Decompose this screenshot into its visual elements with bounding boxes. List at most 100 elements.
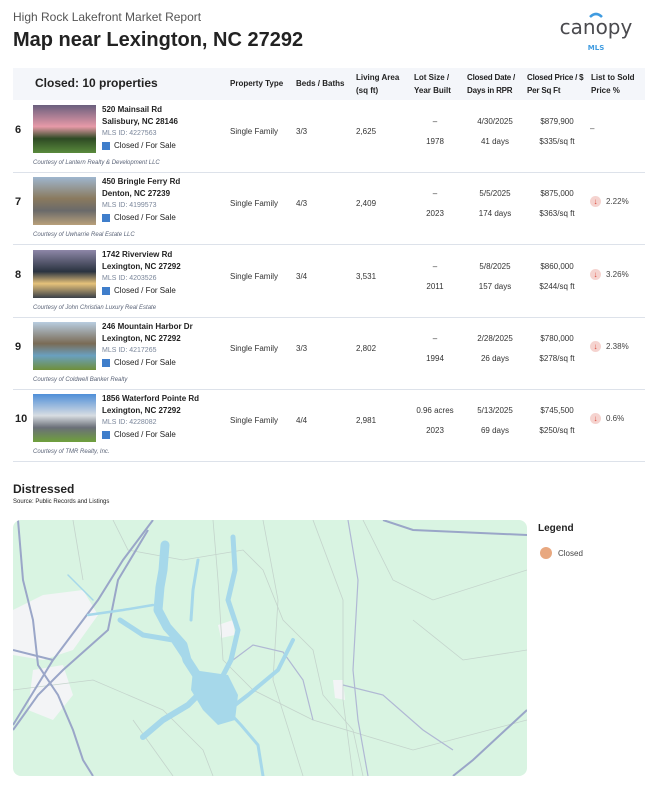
closed-price: $875,000 $363/sq ft [527,184,587,224]
table-row[interactable]: 7 450 Bringle Ferry Rd Denton, NC 27239 M… [13,172,645,246]
living-area: 2,409 [356,199,377,209]
date: 5/5/2025 [479,189,511,199]
table-title: Closed: 10 properties [35,76,158,90]
closed-price: $780,000 $278/sq ft [527,329,587,369]
property-type: Single Family [230,199,279,209]
closed-marker-icon [540,547,552,559]
year-built: 2011 [426,281,444,291]
table-row[interactable]: 6 520 Mainsail Rd Salisbury, NC 28146 MLS… [13,100,645,173]
days-in-rpr: 157 days [478,281,512,291]
year-built: 1978 [426,137,444,146]
down-arrow-icon: ↓ [590,196,601,208]
city: Salisbury, NC 28146 [102,117,178,126]
change-value: – [590,124,595,133]
canopy-mls-logo: canopy MLS [546,8,646,54]
legend-item-closed: Closed [540,547,583,559]
logo-sub: MLS [588,44,604,52]
lake-basin [191,670,238,725]
down-arrow-icon: ↓ [590,340,601,352]
year-built: 2023 [426,426,444,436]
table-header: Closed: 10 properties Property Type Beds… [13,68,645,100]
status-label: Closed / For Sale [114,357,176,367]
logo-text: canopy [560,15,633,39]
year-built: 2023 [426,209,444,219]
closed-date: 5/8/2025 157 days [465,257,525,297]
property-photo[interactable] [33,105,96,153]
status-badge: Closed / For Sale [102,213,176,223]
courtesy: Courtesy of John Christian Luxury Real E… [33,304,157,311]
down-arrow-icon: ↓ [590,268,601,280]
table-row[interactable]: 10 1856 Waterford Pointe Rd Lexington, NC… [13,389,645,463]
date: 5/8/2025 [479,261,511,271]
urban-areas [13,590,345,720]
closed-price: $860,000 $244/sq ft [527,257,587,297]
lot-size: – [432,189,438,199]
status-square-icon [102,142,110,150]
property-type: Single Family [230,271,279,281]
closed-date: 5/5/2025 174 days [465,184,525,224]
down-arrow-icon: ↓ [590,413,601,425]
closed-date: 2/28/2025 26 days [465,329,525,369]
status-badge: Closed / For Sale [102,286,176,296]
lot-year: – 2011 [408,257,462,297]
row-number: 8 [15,268,22,281]
beds-baths: 3/3 [296,343,308,353]
lot-year: 0.96 acres 2023 [408,401,462,441]
price-per-sqft: $244/sq ft [539,281,575,291]
courtesy: Courtesy of Lantern Realty & Development… [33,160,160,166]
property-address[interactable]: 1856 Waterford Pointe Rd Lexington, NC 27… [102,393,199,417]
date: 2/28/2025 [477,333,513,343]
date: 4/30/2025 [477,117,513,126]
property-address[interactable]: 246 Mountain Harbor Dr Lexington, NC 2729… [102,321,193,345]
status-square-icon [102,431,110,440]
mls-id: MLS ID: 4228082 [102,419,157,427]
beds-baths: 3/3 [296,127,308,136]
status-label: Closed / For Sale [114,213,176,223]
list-to-sold: ↓ 0.6% [590,413,624,425]
row-number: 6 [15,124,22,136]
price-per-sqft: $335/sq ft [539,137,575,146]
table-row[interactable]: 8 1742 Riverview Rd Lexington, NC 27292 M… [13,245,645,318]
lot-size: 0.96 acres [416,406,454,416]
street[interactable]: 450 Bringle Ferry Rd [102,177,181,187]
map[interactable] [13,520,527,776]
closed-price: $879,900 $335/sq ft [527,112,587,152]
col-list-to-sold: List to Sold Price % [591,73,635,95]
street[interactable]: 520 Mainsail Rd [102,105,163,114]
lot-size: – [432,333,438,343]
section-source: Source: Public Records and Listings [13,499,110,505]
price: $780,000 [540,333,574,343]
street[interactable]: 1742 Riverview Rd [102,249,173,259]
property-photo[interactable] [33,321,96,370]
row-number: 7 [15,196,22,209]
price-per-sqft: $363/sq ft [539,209,575,219]
lot-size: – [432,261,438,271]
city: Denton, NC 27239 [102,189,171,199]
highways [13,520,527,776]
property-address[interactable]: 520 Mainsail Rd Salisbury, NC 28146 [102,104,178,128]
status-square-icon [102,358,110,367]
property-photo[interactable] [33,249,96,298]
lake [67,534,295,776]
status-badge: Closed / For Sale [102,358,176,368]
price: $745,500 [540,406,574,416]
street[interactable]: 246 Mountain Harbor Dr [102,321,193,331]
mls-id: MLS ID: 4227563 [102,130,157,137]
legend-label: Closed [558,548,583,558]
status-badge: Closed / For Sale [102,141,176,151]
city: Lexington, NC 27292 [102,333,181,343]
status-badge: Closed / For Sale [102,430,176,440]
beds-baths: 4/3 [296,199,308,209]
property-address[interactable]: 450 Bringle Ferry Rd Denton, NC 27239 [102,176,180,200]
mls-id: MLS ID: 4199573 [102,202,157,210]
mls-id: MLS ID: 4203526 [102,274,157,282]
days-in-rpr: 41 days [480,137,510,146]
section-title: Distressed [13,482,75,496]
row-number: 10 [15,413,28,426]
property-photo[interactable] [33,177,96,226]
legend-title: Legend [538,523,574,534]
property-photo[interactable] [33,394,96,443]
street[interactable]: 1856 Waterford Pointe Rd [102,394,200,404]
property-address[interactable]: 1742 Riverview Rd Lexington, NC 27292 [102,249,181,273]
table-row[interactable]: 9 246 Mountain Harbor Dr Lexington, NC 27… [13,317,645,390]
